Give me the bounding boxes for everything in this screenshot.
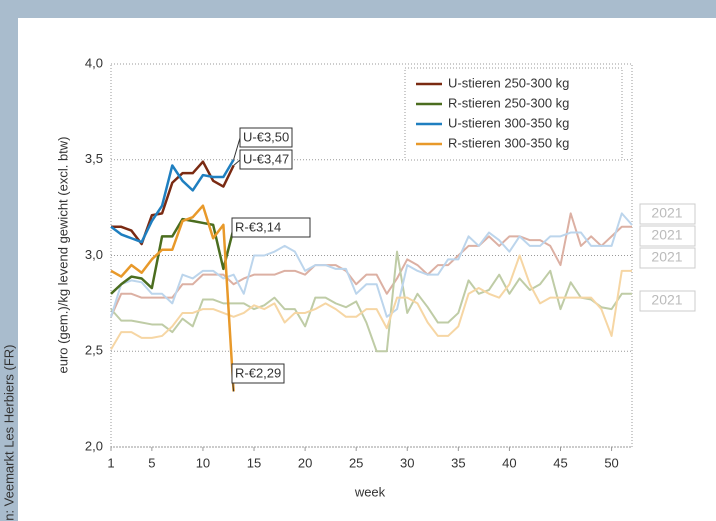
annotation: R-€3,14 bbox=[235, 219, 281, 234]
end-label: 2021 bbox=[651, 292, 682, 308]
line bbox=[110, 204, 235, 392]
legend-label: R-stieren 300-350 kg bbox=[448, 135, 569, 150]
x-tick-label: 45 bbox=[553, 455, 567, 470]
x-tick-label: 30 bbox=[400, 455, 414, 470]
annotation: R-€2,29 bbox=[235, 365, 281, 380]
x-tick-label: 40 bbox=[502, 455, 516, 470]
x-tick-label: 50 bbox=[604, 455, 618, 470]
line bbox=[110, 250, 632, 353]
annotation-box bbox=[231, 217, 311, 238]
x-tick-label: 1 bbox=[107, 455, 114, 470]
end-label-box bbox=[639, 247, 696, 269]
end-label-box bbox=[639, 290, 696, 312]
y-tick-label: 3,0 bbox=[85, 247, 103, 262]
x-tick-label: 5 bbox=[148, 455, 155, 470]
y-tick-label: 2,5 bbox=[85, 343, 103, 358]
annotation: U-€3,50 bbox=[243, 129, 289, 144]
legend-label: R-stieren 250-300 kg bbox=[448, 95, 569, 110]
x-tick-label: 25 bbox=[349, 455, 363, 470]
y-axis-label: euro (gem.)/kg levend gewicht (excl. btw… bbox=[55, 137, 70, 374]
legend-label: U-stieren 250-300 kg bbox=[448, 75, 569, 90]
annotation-box bbox=[231, 363, 285, 384]
y-tick-label: 2,0 bbox=[85, 438, 103, 453]
line bbox=[110, 217, 235, 295]
x-axis-label: week bbox=[354, 484, 386, 499]
x-tick-label: 10 bbox=[196, 455, 210, 470]
y-tick-label: 4,0 bbox=[85, 55, 103, 70]
annotation-leader bbox=[233, 137, 241, 160]
x-tick-label: 20 bbox=[298, 455, 312, 470]
line bbox=[110, 159, 235, 244]
source: Bron: Veemarkt Les Herbiers (FR) bbox=[1, 344, 16, 521]
end-label: 2021 bbox=[651, 205, 682, 221]
line bbox=[110, 212, 633, 318]
x-tick-label: 15 bbox=[247, 455, 261, 470]
end-label: 2021 bbox=[651, 249, 682, 265]
annotation-box bbox=[239, 149, 293, 170]
end-label-box bbox=[639, 203, 696, 225]
legend-label: U-stieren 300-350 kg bbox=[448, 115, 569, 130]
annotation-leader bbox=[233, 159, 241, 166]
y-tick-label: 3,5 bbox=[85, 151, 103, 166]
annotation: U-€3,47 bbox=[243, 151, 289, 166]
annotation-box bbox=[239, 127, 293, 148]
x-tick-label: 35 bbox=[451, 455, 465, 470]
line bbox=[110, 254, 632, 350]
end-label-box bbox=[639, 225, 696, 247]
line bbox=[111, 160, 235, 246]
plot-border bbox=[110, 63, 633, 448]
end-label: 2021 bbox=[651, 227, 682, 243]
line bbox=[110, 212, 632, 318]
